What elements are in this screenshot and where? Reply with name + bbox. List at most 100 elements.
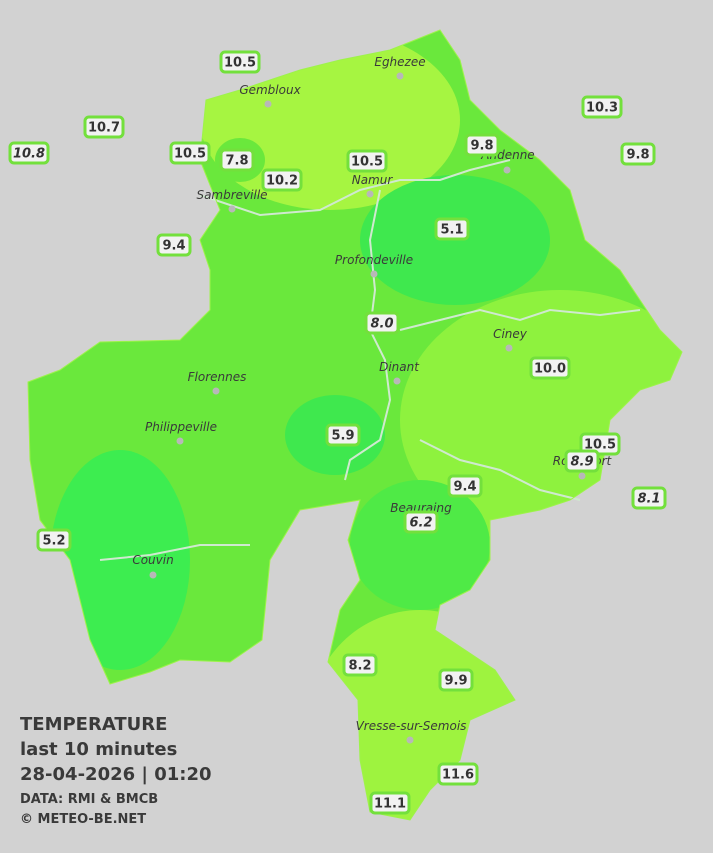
station-box xyxy=(261,168,303,192)
river-eau-noire xyxy=(99,544,250,561)
legend-credit: © METEO-BE.NET xyxy=(20,812,146,827)
station-value: 10.5 xyxy=(174,147,206,162)
station-box xyxy=(364,311,400,335)
city-dot xyxy=(393,377,401,385)
station-value: 8.0 xyxy=(370,317,393,332)
station-value: 10.5 xyxy=(351,155,383,170)
station-value: 9.8 xyxy=(626,148,649,163)
station-box xyxy=(434,217,470,241)
legend-source: DATA: RMI & BMCB xyxy=(20,792,158,807)
station-box xyxy=(83,115,125,139)
station: 10.5 xyxy=(169,141,211,165)
station-box xyxy=(464,133,500,157)
station: 9.4 xyxy=(156,233,192,257)
city-dot xyxy=(578,472,586,480)
city-label: Dinant xyxy=(379,360,420,374)
city-dot xyxy=(176,437,184,445)
city-label: Gembloux xyxy=(239,83,301,97)
rivers xyxy=(99,159,641,561)
station: 5.9 xyxy=(325,423,361,447)
city-label: Eghezee xyxy=(374,55,425,69)
station-box xyxy=(564,449,600,473)
station-value: 10.5 xyxy=(224,56,256,71)
station-box xyxy=(342,653,378,677)
station: 8.1 xyxy=(631,486,667,510)
field-cold-beauraing xyxy=(350,480,490,610)
station: 9.8 xyxy=(464,133,500,157)
city-dot xyxy=(228,205,236,213)
station: 8.9 xyxy=(564,449,600,473)
city-dot xyxy=(503,166,511,174)
station-box xyxy=(620,142,656,166)
station-box xyxy=(346,149,388,173)
station: 10.0 xyxy=(529,356,571,380)
station-value: 10.7 xyxy=(88,121,120,136)
city-dot xyxy=(396,72,404,80)
river-meuse xyxy=(344,189,392,481)
station: 9.8 xyxy=(620,142,656,166)
station-value: 5.1 xyxy=(440,223,463,238)
legend: TEMPERATURE last 10 minutes 28-04-2026 |… xyxy=(20,714,212,827)
station-value: 10.2 xyxy=(266,174,298,189)
station: 10.5 xyxy=(579,432,621,456)
station: 7.8 xyxy=(219,148,255,172)
station-value: 10.0 xyxy=(534,362,566,377)
city-label: Florennes xyxy=(188,370,247,384)
city-label: Sambreville xyxy=(196,188,267,202)
station-value: 9.9 xyxy=(444,674,467,689)
station-box xyxy=(369,791,411,815)
station-value: 9.8 xyxy=(470,139,493,154)
city-dot xyxy=(406,736,414,744)
river-lesse xyxy=(419,439,581,501)
station-box xyxy=(581,95,623,119)
station-value: 10.3 xyxy=(586,101,618,116)
station-box xyxy=(437,762,479,786)
field-cold-couvin xyxy=(50,450,190,670)
legend-title: TEMPERATURE xyxy=(20,714,167,735)
station: 10.7 xyxy=(83,115,125,139)
station-box xyxy=(156,233,192,257)
station: 10.2 xyxy=(261,168,303,192)
station: 5.1 xyxy=(434,217,470,241)
city-dot xyxy=(505,344,513,352)
station-value: 9.4 xyxy=(162,239,185,254)
city-label: Beauraing xyxy=(390,501,452,515)
station-value: 8.1 xyxy=(637,492,660,507)
station: 10.8 xyxy=(8,141,50,165)
station-box xyxy=(169,141,211,165)
city-label: Profondeville xyxy=(335,253,413,267)
station-box xyxy=(403,510,439,534)
city-label: Philippeville xyxy=(145,420,217,434)
station-box xyxy=(529,356,571,380)
city-label: Vresse-sur-Semois xyxy=(356,719,467,733)
station-value: 10.5 xyxy=(584,438,616,453)
station-value: 10.8 xyxy=(13,147,45,162)
station-value: 5.9 xyxy=(331,429,354,444)
stations: 10.5 10.7 10.8 10.5 7.8 10.2 10.5 9.8 10.3 9.8 9.4… xyxy=(8,50,667,815)
station: 8.0 xyxy=(364,311,400,335)
station-box xyxy=(325,423,361,447)
station: 11.6 xyxy=(437,762,479,786)
station-box xyxy=(447,474,483,498)
station: 8.2 xyxy=(342,653,378,677)
station-box xyxy=(438,668,474,692)
station-value: 11.1 xyxy=(374,797,406,812)
station: 6.2 xyxy=(403,510,439,534)
legend-datetime: 28-04-2026 | 01:20 xyxy=(20,764,212,785)
station: 11.1 xyxy=(369,791,411,815)
river-bocq xyxy=(399,308,641,331)
city-dot xyxy=(264,100,272,108)
station-value: 8.2 xyxy=(348,659,371,674)
city-label: Namur xyxy=(352,173,394,187)
station-value: 11.6 xyxy=(442,768,474,783)
station-value: 5.2 xyxy=(42,534,65,549)
city-label: Couvin xyxy=(132,553,173,567)
legend-subtitle: last 10 minutes xyxy=(20,739,177,760)
station: 5.2 xyxy=(36,528,72,552)
station-value: 8.9 xyxy=(570,455,593,470)
station-box xyxy=(36,528,72,552)
station-box xyxy=(219,148,255,172)
station-box xyxy=(8,141,50,165)
